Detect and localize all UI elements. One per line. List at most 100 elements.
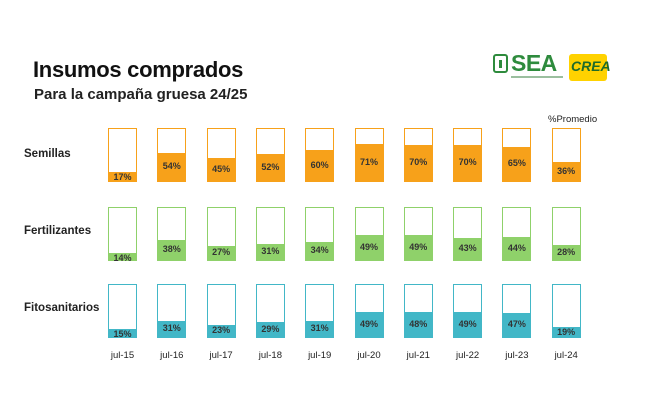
bar-fitosanitarios-jul-16: 31% [157, 284, 187, 338]
bar-semillas-jul-17: 45% [206, 128, 236, 182]
bar-fitosanitarios-jul-17: 23% [206, 284, 236, 338]
bar-fertilizantes-jul-18: 31% [255, 207, 285, 261]
bar-fill [306, 150, 334, 181]
series-label-fertilizantes: Fertilizantes [24, 225, 92, 237]
data-label: 60% [310, 160, 329, 170]
bar-fill [454, 145, 482, 181]
data-label: 52% [261, 162, 280, 172]
data-label: 45% [212, 164, 231, 174]
data-label: 36% [557, 166, 576, 176]
bar-semillas-jul-20: 71% [354, 128, 384, 182]
data-label: 49% [409, 242, 428, 252]
bar-fill [207, 158, 235, 181]
bar-fill [355, 235, 383, 260]
bar-fertilizantes-jul-21: 49% [403, 207, 433, 261]
crea-logo: CREA [569, 54, 611, 81]
bar-fill [404, 235, 432, 260]
data-label: 49% [359, 242, 378, 252]
data-label: 65% [507, 158, 526, 168]
x-tick-label: jul-21 [406, 350, 430, 361]
bar-fill [454, 238, 482, 260]
bar-fill [552, 245, 580, 260]
x-tick-label: jul-18 [258, 350, 283, 361]
x-tick-label: jul-19 [308, 350, 332, 361]
bar-semillas-jul-24: 36% [551, 128, 581, 182]
bar-fitosanitarios-jul-22: 49% [453, 284, 483, 338]
data-label: 31% [261, 246, 280, 256]
bar-fertilizantes-jul-15: 14% [108, 207, 137, 263]
bar-fill [306, 321, 334, 337]
bar-fill [503, 313, 531, 337]
data-label: 31% [310, 323, 329, 333]
bar-fill [454, 312, 482, 337]
bar-fertilizantes-jul-22: 43% [453, 207, 483, 261]
bar-fertilizantes-jul-23: 44% [502, 207, 532, 261]
data-label: 23% [212, 325, 231, 335]
bar-semillas-jul-23: 65% [502, 128, 532, 182]
sea-logo-text: SEA [511, 50, 557, 76]
data-label: 47% [507, 319, 526, 329]
data-label: 70% [458, 157, 477, 167]
data-label: 14% [113, 253, 132, 263]
bar-fertilizantes-jul-20: 49% [354, 207, 384, 261]
promedio-label: %Promedio [548, 114, 598, 125]
bar-fertilizantes-jul-19: 34% [305, 207, 335, 261]
bar-semillas-jul-22: 70% [453, 128, 483, 182]
chart-title: Insumos comprados [33, 57, 244, 82]
bar-fill [256, 322, 284, 337]
bar-fill [109, 172, 136, 181]
bar-fitosanitarios-jul-15: 15% [108, 284, 137, 339]
bar-fertilizantes-jul-24: 28% [551, 207, 581, 261]
data-label: 15% [113, 329, 132, 339]
bar-fill [552, 162, 580, 181]
data-label: 54% [162, 161, 181, 171]
bar-fitosanitarios-jul-19: 31% [305, 284, 335, 338]
bar-semillas-jul-15: 17% [108, 128, 137, 182]
bar-fitosanitarios-jul-18: 29% [255, 284, 285, 338]
sea-badge-icon [493, 54, 508, 73]
bar-fill [256, 244, 284, 260]
x-tick-label: jul-20 [357, 350, 381, 361]
bar-fill [207, 325, 235, 337]
data-label: 71% [359, 157, 378, 167]
chart-subtitle: Para la campaña gruesa 24/25 [34, 86, 248, 103]
x-tick-label: jul-16 [160, 350, 184, 361]
bar-fitosanitarios-jul-23: 47% [502, 284, 532, 338]
series-label-fitosanitarios: Fitosanitarios [24, 302, 100, 314]
data-label: 43% [458, 243, 477, 253]
data-label: 29% [261, 324, 280, 334]
bar-fill [503, 147, 531, 181]
data-label: 27% [212, 247, 231, 257]
bar-fill [158, 321, 186, 337]
bar-fill [109, 253, 136, 260]
bar-fertilizantes-jul-16: 38% [157, 207, 187, 261]
data-label: 49% [458, 319, 477, 329]
data-label: 49% [359, 319, 378, 329]
bar-fill [207, 246, 235, 260]
bar-fill [404, 312, 432, 337]
bar-fill [109, 329, 136, 337]
bar-fill [158, 240, 186, 260]
data-label: 17% [113, 172, 132, 182]
data-label: 34% [310, 245, 329, 255]
data-label: 70% [409, 157, 428, 167]
data-label: 44% [507, 243, 526, 253]
bar-semillas-jul-16: 54% [157, 128, 187, 182]
bar-semillas-jul-21: 70% [403, 128, 433, 182]
bar-fill [306, 242, 334, 260]
sea-logo-tagline-icon [511, 76, 563, 78]
bar-fitosanitarios-jul-20: 49% [354, 284, 384, 338]
bar-fill [503, 237, 531, 260]
bar-fill [404, 145, 432, 181]
bar-fill [256, 154, 284, 181]
data-label: 31% [162, 323, 181, 333]
bar-fill [158, 153, 186, 181]
x-tick-label: jul-15 [110, 350, 135, 361]
bar-semillas-jul-18: 52% [255, 128, 285, 182]
bar-fill [355, 144, 383, 181]
bar-fill [355, 312, 383, 337]
data-label: 28% [557, 247, 576, 257]
bar-fill [552, 327, 580, 337]
x-tick-label: jul-17 [209, 350, 233, 361]
x-tick-label: jul-24 [554, 350, 578, 361]
